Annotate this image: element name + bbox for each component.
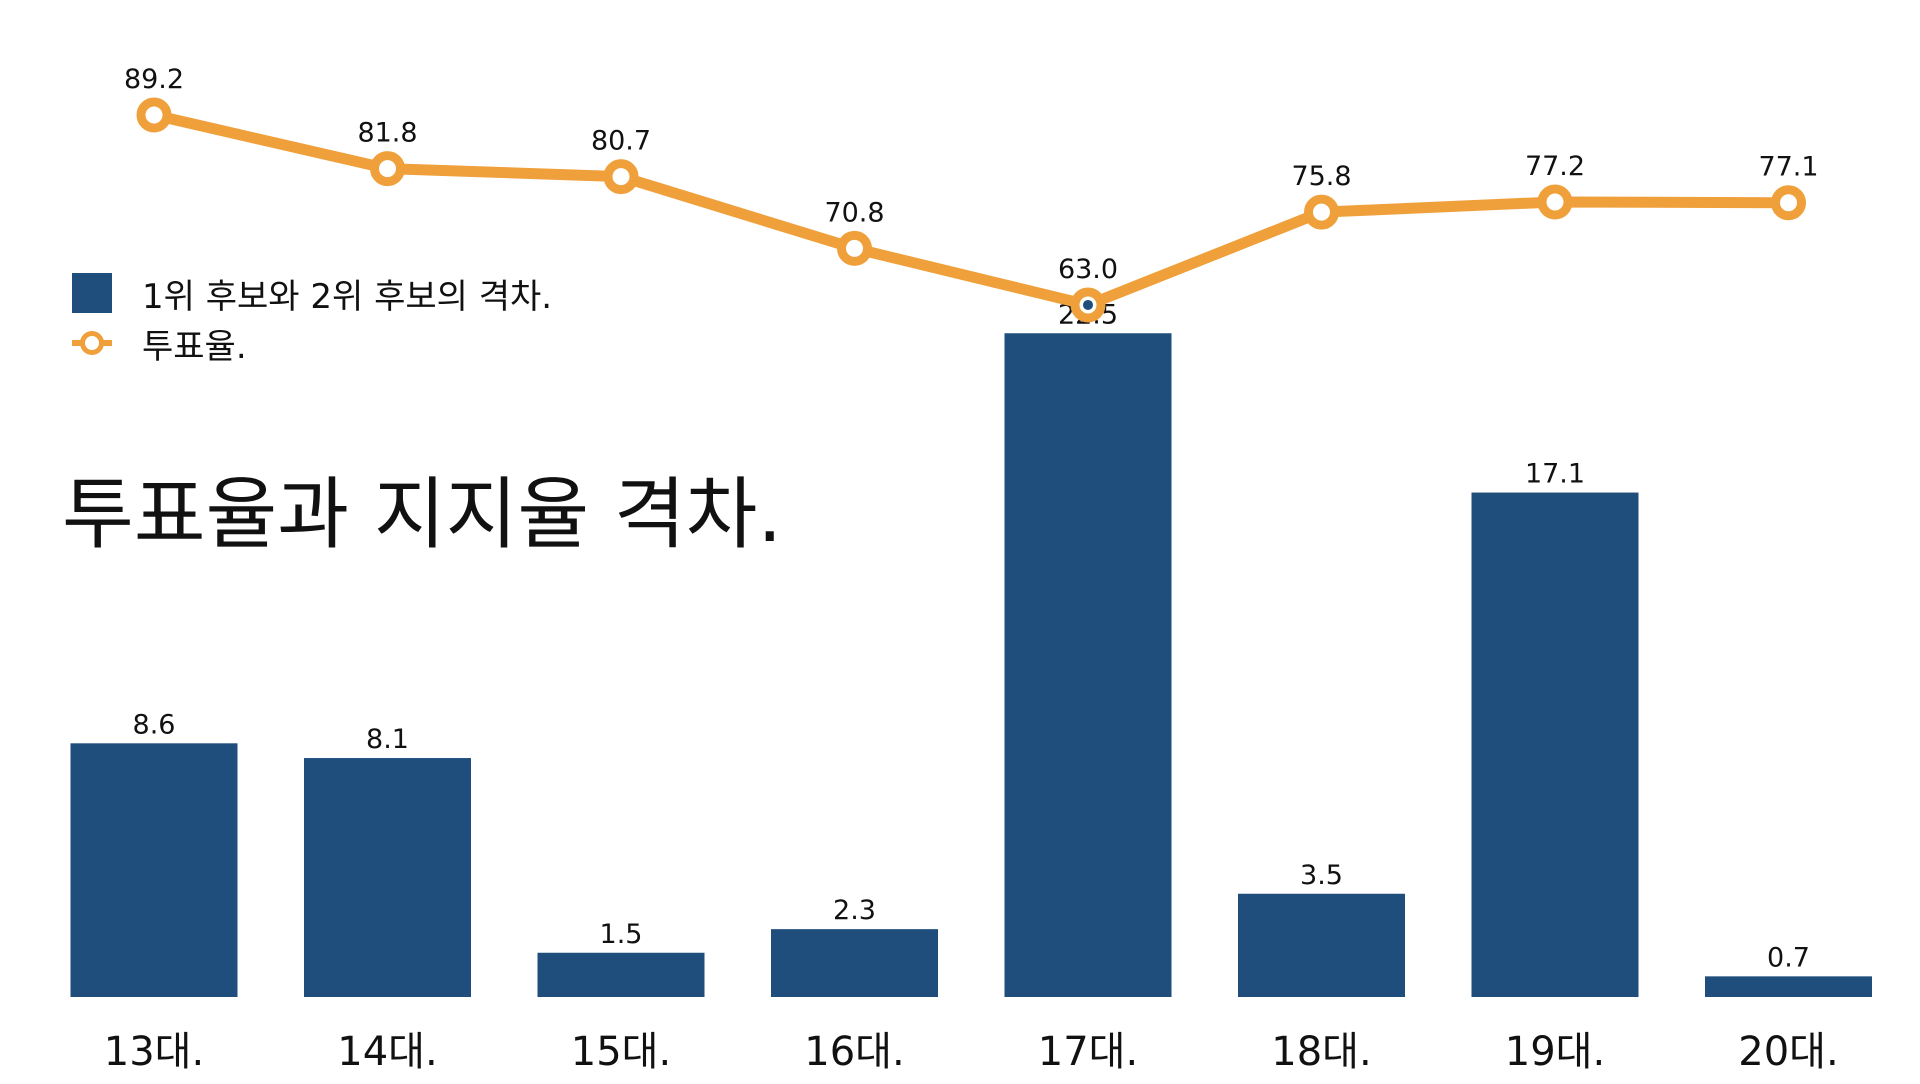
- x-tick-label: 15대.: [571, 1029, 671, 1075]
- x-tick-label: 18대.: [1271, 1029, 1371, 1075]
- chart-title: 투표율과 지지율 격차.: [62, 470, 783, 560]
- line-value-label: 77.2: [1525, 151, 1585, 182]
- line-value-label: 81.8: [357, 118, 417, 149]
- line-point-center: [1550, 197, 1560, 207]
- bar-value-label: 2.3: [833, 895, 876, 926]
- line-value-label: 80.7: [591, 126, 651, 157]
- bar-5: [1004, 333, 1172, 997]
- legend-bar-swatch: [72, 273, 112, 313]
- x-tick-label: 13대.: [104, 1029, 204, 1075]
- bar-8: [1705, 976, 1872, 997]
- line-point-center: [1783, 197, 1794, 208]
- bar-3: [537, 952, 705, 997]
- bar-4: [771, 929, 938, 997]
- line-value-label: 75.8: [1291, 161, 1351, 192]
- bar-7: [1471, 492, 1639, 997]
- line-point-center: [382, 163, 393, 174]
- chart-legend: 1위 후보와 2위 후보의 격차. 투표율.: [72, 268, 552, 368]
- line-value-label: 77.1: [1758, 152, 1818, 183]
- bar-value-label: 1.5: [600, 919, 643, 950]
- line-point-center: [1316, 207, 1327, 218]
- legend-line-swatch: [72, 323, 112, 363]
- line-point-center: [149, 110, 159, 120]
- line-value-label: 70.8: [824, 197, 884, 228]
- legend-bar-label: 1위 후보와 2위 후보의 격차.: [142, 276, 553, 317]
- x-tick-label: 16대.: [804, 1029, 904, 1075]
- bar-value-label: 17.1: [1525, 459, 1585, 490]
- line-value-label: 63.0: [1058, 254, 1118, 285]
- turnout-line: [148, 109, 1794, 311]
- line-point-center: [849, 243, 860, 254]
- x-tick-label: 17대.: [1038, 1029, 1138, 1075]
- line-point-center: [616, 171, 626, 182]
- bar-value-label: 3.5: [1300, 860, 1343, 891]
- legend-item-line: 투표율.: [72, 318, 552, 368]
- legend-line-label: 투표율.: [142, 326, 247, 367]
- bar-6: [1238, 893, 1405, 997]
- x-tick-label: 14대.: [337, 1029, 437, 1075]
- bar-1: [70, 743, 238, 997]
- bar-value-label: 0.7: [1767, 942, 1810, 973]
- line-value-label: 89.2: [124, 64, 184, 95]
- x-tick-label: 20대.: [1738, 1029, 1838, 1075]
- legend-item-bar: 1위 후보와 2위 후보의 격차.: [72, 268, 552, 318]
- bar-value-label: 8.1: [366, 724, 409, 755]
- line-point-center: [1083, 299, 1093, 310]
- x-tick-label: 19대.: [1505, 1029, 1605, 1075]
- bar-2: [304, 758, 471, 997]
- bar-value-label: 8.6: [133, 709, 176, 740]
